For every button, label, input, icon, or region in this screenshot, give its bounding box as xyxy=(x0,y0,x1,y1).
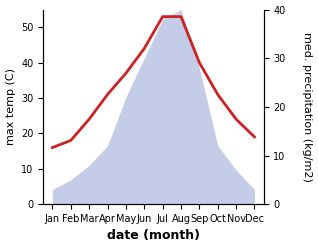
Y-axis label: max temp (C): max temp (C) xyxy=(5,68,16,145)
Y-axis label: med. precipitation (kg/m2): med. precipitation (kg/m2) xyxy=(302,32,313,182)
X-axis label: date (month): date (month) xyxy=(107,229,200,243)
